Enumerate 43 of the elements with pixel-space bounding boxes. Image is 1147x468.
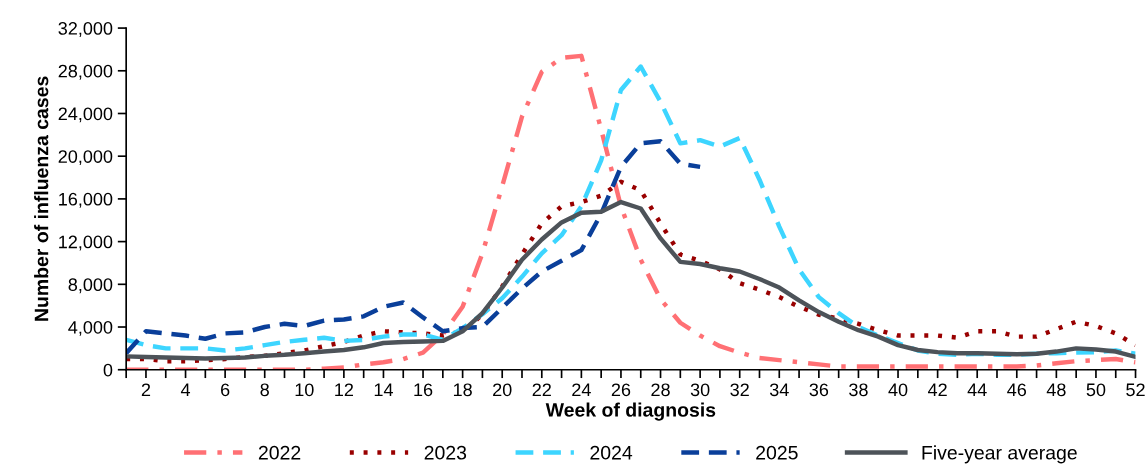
x-tick-label: 36 (809, 383, 829, 397)
y-tick-label: 16,000 (59, 192, 113, 208)
x-axis-title: Week of diagnosis (545, 402, 716, 421)
x-tick-label: 22 (532, 383, 551, 396)
x-tick-label: 30 (690, 383, 710, 397)
y-tick-label: 28,000 (58, 64, 113, 80)
y-tick-label: 8,000 (68, 278, 113, 294)
x-tick-label: 42 (927, 383, 947, 396)
x-tick-label: 20 (493, 383, 512, 397)
x-tick-label: 50 (1086, 383, 1106, 397)
legend-label: 2023 (424, 445, 467, 460)
x-tick-label: 12 (335, 383, 354, 396)
x-tick-label: 38 (849, 383, 868, 397)
legend-label: Five-year average (922, 445, 1077, 464)
x-tick-label: 4 (180, 383, 191, 396)
y-tick-label: 12,000 (59, 235, 113, 251)
x-tick-label: 24 (572, 383, 591, 396)
y-tick-label: 24,000 (58, 107, 113, 123)
x-tick-label: 52 (1126, 383, 1145, 397)
x-tick-label: 14 (374, 383, 393, 396)
x-tick-label: 44 (967, 383, 987, 396)
x-tick-label: 18 (453, 383, 472, 397)
line-series (126, 139, 703, 356)
x-tick-label: 46 (1007, 383, 1027, 397)
x-tick-label: 40 (888, 383, 908, 397)
x-tick-label: 32 (730, 383, 749, 397)
y-tick-label: 4,000 (68, 320, 113, 336)
x-tick-label: 28 (651, 383, 670, 397)
legend-label: 2022 (258, 445, 301, 460)
y-tick-label: 0 (103, 363, 113, 377)
y-axis-title: Number of influenza cases (34, 76, 49, 321)
x-tick-label: 6 (221, 383, 230, 397)
y-tick-label: 32,000 (58, 22, 113, 37)
x-tick-label: 16 (414, 383, 433, 397)
x-tick-label: 26 (611, 383, 631, 397)
legend-label: 2024 (590, 445, 633, 460)
x-tick-label: 34 (769, 383, 789, 397)
x-tick-label: 2 (141, 383, 151, 396)
x-tick-label: 10 (295, 383, 314, 397)
legend-label: 2025 (756, 445, 798, 460)
x-tick-label: 48 (1046, 383, 1066, 397)
y-tick-label: 20,000 (58, 150, 113, 166)
x-tick-label: 8 (260, 383, 269, 397)
